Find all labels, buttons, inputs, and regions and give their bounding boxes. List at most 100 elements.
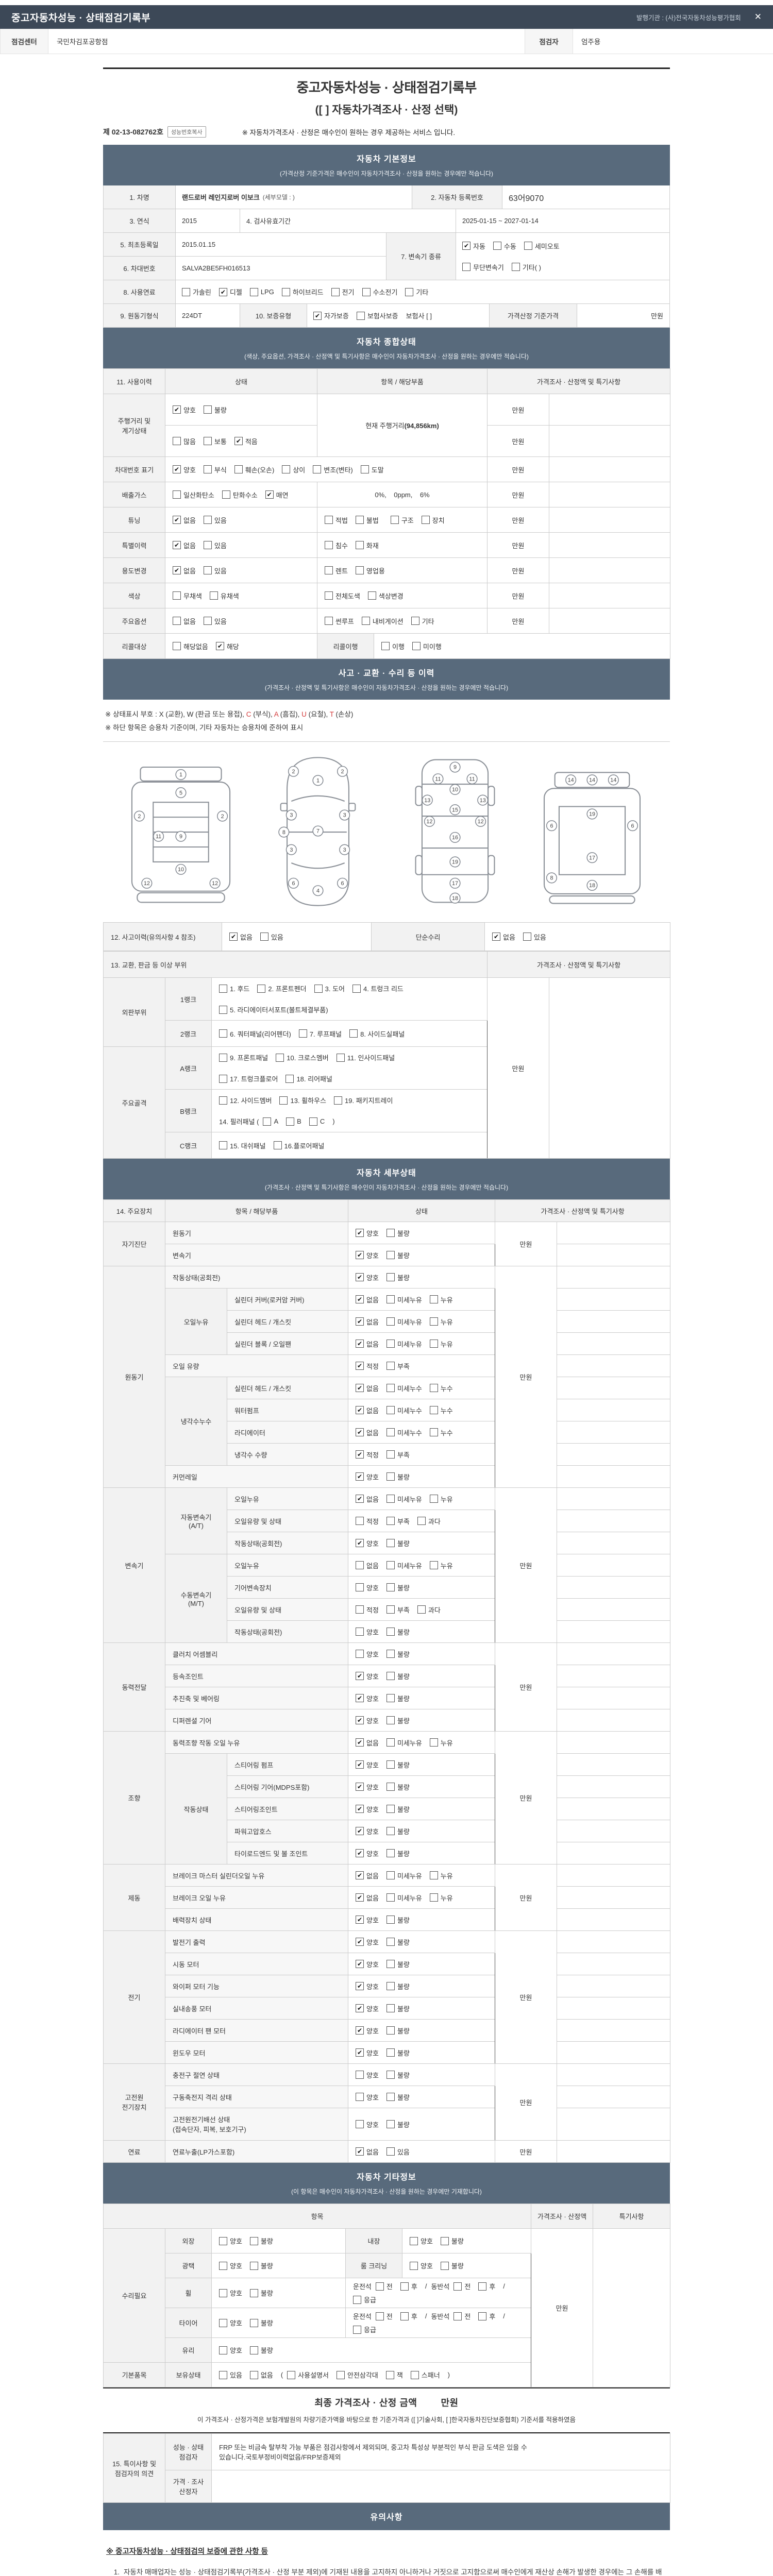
checkbox-10. 크로스멤버[interactable]: 10. 크로스멤버 (276, 1053, 329, 1062)
checkbox-box[interactable] (417, 1605, 426, 1614)
checkbox-양호[interactable]: ✔ 양호 (356, 1693, 379, 1703)
checkbox-불량[interactable]: 불량 (386, 2026, 410, 2036)
checkbox-변조(변타)[interactable]: 변조(변타) (313, 465, 353, 474)
checkbox-색상변경[interactable]: 색상변경 (367, 591, 404, 601)
checkbox-해당없음[interactable]: 해당없음 (173, 641, 208, 651)
checkbox-누유[interactable]: 누유 (429, 1871, 453, 1880)
checkbox-부족[interactable]: 부족 (386, 1450, 410, 1460)
checkbox-box[interactable]: ✔ (173, 566, 181, 574)
checkbox-box[interactable]: ✔ (356, 2004, 364, 2013)
checkbox-box[interactable] (356, 2093, 364, 2102)
checkbox-box[interactable] (386, 2048, 395, 2057)
checkbox-불량[interactable]: 불량 (386, 2048, 410, 2058)
checkbox-box[interactable]: ✔ (356, 1428, 364, 1437)
checkbox-box[interactable] (478, 2312, 487, 2320)
checkbox-18. 리어패널[interactable]: 18. 리어패널 (285, 1074, 332, 1083)
checkbox-19. 패키지트레이[interactable]: 19. 패키지트레이 (334, 1095, 393, 1105)
checkbox-box[interactable] (429, 1428, 438, 1437)
checkbox-box[interactable] (429, 1340, 438, 1348)
checkbox-box[interactable]: ✔ (173, 465, 181, 473)
checkbox-불량[interactable]: 불량 (386, 1583, 410, 1592)
checkbox-box[interactable]: ✔ (356, 1871, 364, 1880)
checkbox-양호[interactable]: 양호 (219, 2236, 242, 2246)
checkbox-box[interactable] (386, 1251, 395, 1260)
checkbox-box[interactable] (410, 2236, 418, 2245)
checkbox-box[interactable] (287, 2370, 296, 2379)
checkbox-box[interactable] (462, 263, 470, 271)
checkbox-box[interactable] (400, 2282, 409, 2291)
checkbox-스패너[interactable]: 스패너 (410, 2370, 440, 2380)
checkbox-자동[interactable]: ✔ 자동 (462, 241, 485, 251)
checkbox-수동[interactable]: 수동 (493, 241, 516, 251)
checkbox-box[interactable]: ✔ (356, 1539, 364, 1548)
checkbox-box[interactable] (381, 642, 390, 650)
checkbox-전체도색[interactable]: 전체도색 (325, 591, 360, 601)
checkbox-후[interactable]: 후 (478, 2281, 495, 2291)
checkbox-box[interactable] (219, 2318, 227, 2327)
checkbox-있음[interactable]: 있음 (523, 932, 546, 942)
checkbox-부족[interactable]: 부족 (386, 1361, 410, 1371)
checkbox-불량[interactable]: 불량 (386, 1826, 410, 1836)
checkbox-없음[interactable]: ✔ 없음 (356, 2147, 379, 2157)
checkbox-box[interactable] (173, 617, 181, 625)
checkbox-구조[interactable]: 구조 (390, 515, 414, 525)
checkbox-양호[interactable]: ✔ 양호 (356, 1826, 379, 1836)
checkbox-수소전기[interactable]: 수소전기 (362, 287, 397, 297)
checkbox-누유[interactable]: 누유 (429, 1317, 453, 1327)
checkbox-불량[interactable]: 불량 (249, 2288, 273, 2298)
checkbox-box[interactable] (429, 1561, 438, 1570)
checkbox-box[interactable] (356, 1628, 364, 1636)
checkbox-없음[interactable]: ✔ 없음 (356, 1383, 379, 1393)
checkbox-없음[interactable]: ✔ 없음 (229, 932, 253, 942)
checkbox-불량[interactable]: 불량 (386, 1538, 410, 1548)
checkbox-없음[interactable]: ✔ 없음 (356, 1339, 379, 1349)
checkbox-box[interactable] (356, 1561, 364, 1570)
checkbox-box[interactable] (219, 1096, 227, 1105)
checkbox-1. 후드[interactable]: 1. 후드 (219, 984, 249, 993)
checkbox-누유[interactable]: 누유 (429, 1561, 453, 1570)
checkbox-box[interactable]: ✔ (265, 490, 274, 499)
checkbox-box[interactable]: ✔ (356, 2048, 364, 2057)
checkbox-있음[interactable]: 있음 (203, 540, 227, 550)
checkbox-box[interactable]: ✔ (356, 1716, 364, 1725)
checkbox-box[interactable] (386, 1406, 395, 1415)
checkbox-box[interactable] (314, 984, 323, 993)
checkbox-양호[interactable]: ✔ 양호 (356, 1959, 379, 1969)
checkbox-box[interactable] (325, 617, 333, 625)
checkbox-없음[interactable]: ✔ 없음 (173, 566, 196, 575)
checkbox-양호[interactable]: 양호 (356, 1583, 379, 1592)
checkbox-box[interactable] (429, 1406, 438, 1415)
checkbox-4. 트렁크 리드[interactable]: 4. 트렁크 리드 (352, 984, 404, 993)
checkbox-box[interactable] (286, 1117, 295, 1126)
checkbox-양호[interactable]: ✔ 양호 (356, 1228, 379, 1238)
checkbox-응급[interactable]: 응급 (353, 2295, 376, 2304)
checkbox-장치[interactable]: 장치 (421, 515, 445, 525)
checkbox-불량[interactable]: 불량 (386, 1693, 410, 1703)
checkbox-3. 도어[interactable]: 3. 도어 (314, 984, 345, 993)
checkbox-box[interactable] (355, 516, 364, 524)
checkbox-부족[interactable]: 부족 (386, 1605, 410, 1615)
checkbox-C[interactable]: C (309, 1117, 325, 1126)
checkbox-box[interactable] (331, 287, 340, 296)
checkbox-box[interactable] (410, 2261, 418, 2270)
checkbox-box[interactable] (360, 465, 369, 473)
checkbox-box[interactable]: ✔ (356, 1317, 364, 1326)
checkbox-box[interactable] (219, 2370, 227, 2379)
checkbox-box[interactable] (356, 2120, 364, 2129)
checkbox-box[interactable]: ✔ (356, 1783, 364, 1791)
checkbox-유채색[interactable]: 유채색 (209, 591, 239, 601)
checkbox-이행[interactable]: 이행 (381, 641, 405, 651)
checkbox-box[interactable]: ✔ (356, 1916, 364, 1924)
checkbox-불법[interactable]: 불법 (355, 515, 379, 525)
checkbox-내비게이션[interactable]: 내비게이션 (361, 616, 404, 626)
checkbox-box[interactable] (375, 2282, 384, 2291)
checkbox-box[interactable] (386, 1561, 395, 1570)
checkbox-기타[interactable]: 기타 (405, 287, 428, 297)
checkbox-box[interactable]: ✔ (356, 1273, 364, 1282)
checkbox-LPG[interactable]: LPG (249, 287, 274, 296)
checkbox-box[interactable] (429, 1871, 438, 1880)
checkbox-있음[interactable]: 있음 (203, 566, 227, 575)
checkbox-부족[interactable]: 부족 (386, 1516, 410, 1526)
checkbox-양호[interactable]: ✔ 양호 (356, 1760, 379, 1770)
checkbox-미세누수[interactable]: 미세누수 (386, 1383, 422, 1393)
